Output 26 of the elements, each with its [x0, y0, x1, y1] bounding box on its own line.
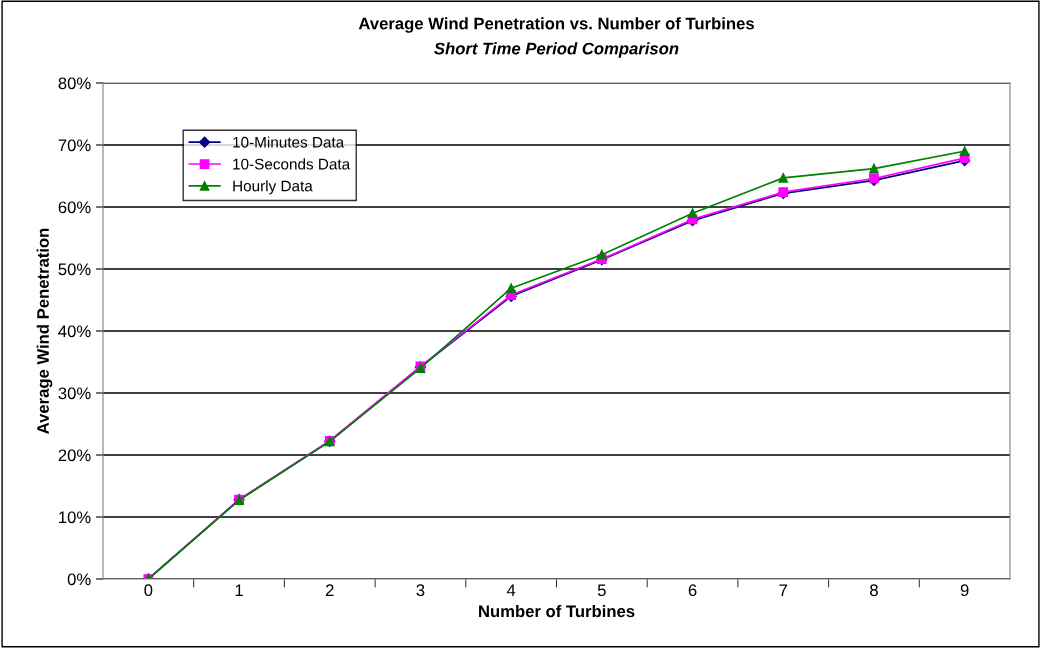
y-tick-label: 70% — [58, 139, 91, 152]
x-tick-label: 5 — [597, 584, 606, 597]
y-tick-label: 40% — [58, 325, 91, 338]
y-tick-label: 80% — [58, 77, 91, 90]
x-tick-label: 0 — [144, 584, 153, 597]
chart-title: Average Wind Penetration vs. Number of Turbines — [358, 17, 754, 33]
x-tick-label: 6 — [688, 584, 697, 597]
x-axis-title: Number of Turbines — [479, 604, 635, 618]
y-tick-label: 0% — [67, 573, 91, 586]
y-tick-label: 30% — [58, 387, 91, 400]
x-tick-label: 2 — [325, 584, 334, 596]
y-tick-label: 50% — [58, 263, 91, 276]
x-tick-label: 9 — [960, 584, 969, 597]
chart-subtitle: Short Time Period Comparison — [434, 42, 679, 58]
y-tick-label: 10% — [59, 511, 91, 524]
y-tick-label: 60% — [58, 201, 91, 214]
x-tick-label: 8 — [870, 584, 878, 597]
x-tick-label: 1 — [235, 584, 243, 596]
legend-label: 10-Seconds Data — [233, 158, 351, 170]
x-tick-label: 4 — [506, 584, 516, 596]
legend-label: 10-Minutes Data — [233, 136, 345, 148]
x-tick-label: 3 — [416, 584, 425, 597]
x-tick-label: 7 — [779, 584, 788, 596]
legend-label: Hourly Data — [233, 180, 313, 195]
y-axis-title: Average Wind Penetration — [36, 228, 53, 434]
y-tick-label: 20% — [58, 449, 91, 462]
